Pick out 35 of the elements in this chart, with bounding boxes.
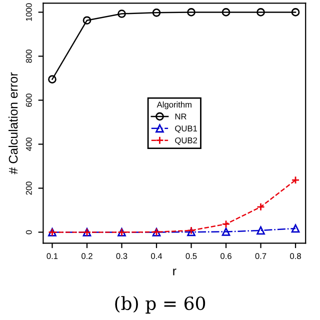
- point: [291, 176, 300, 184]
- legend-title: Algorithm: [156, 101, 192, 110]
- legend-label: QUB1: [175, 126, 198, 133]
- point: [256, 202, 265, 212]
- x-tick-label: 0.6: [220, 253, 232, 260]
- point: [118, 10, 126, 18]
- x-tick-label: 0.7: [255, 253, 266, 260]
- y-tick-label: 800: [26, 50, 32, 63]
- x-tick-label: 0.4: [151, 253, 162, 260]
- point: [256, 226, 265, 235]
- legend-label: QUB2: [175, 137, 197, 145]
- x-tick-label: 0.5: [186, 253, 197, 260]
- x-tick-label: 0.1: [46, 253, 58, 260]
- y-axis-title: # Calculation error: [8, 72, 18, 174]
- x-tick-label: 0.8: [290, 253, 301, 260]
- point: [222, 8, 230, 16]
- point: [256, 8, 265, 16]
- x-tick-label: 0.2: [82, 253, 92, 260]
- y-tick-label: 0: [26, 230, 32, 234]
- y-tick-label: 200: [26, 182, 32, 195]
- text: (b) p = 60: [115, 296, 206, 314]
- x-tick-label: 0.3: [116, 253, 128, 260]
- y-tick-label: 1000: [26, 3, 32, 21]
- point: [222, 228, 230, 236]
- point: [291, 224, 300, 233]
- point: [187, 8, 196, 16]
- legend-label: NR: [175, 114, 186, 120]
- point: [222, 220, 230, 228]
- x-axis-title: r: [173, 268, 176, 276]
- point: [291, 8, 300, 16]
- point: [152, 8, 161, 17]
- y-tick-label: 400: [26, 138, 32, 151]
- y-tick-label: 600: [26, 94, 32, 107]
- point: [48, 75, 56, 84]
- point: [82, 16, 92, 25]
